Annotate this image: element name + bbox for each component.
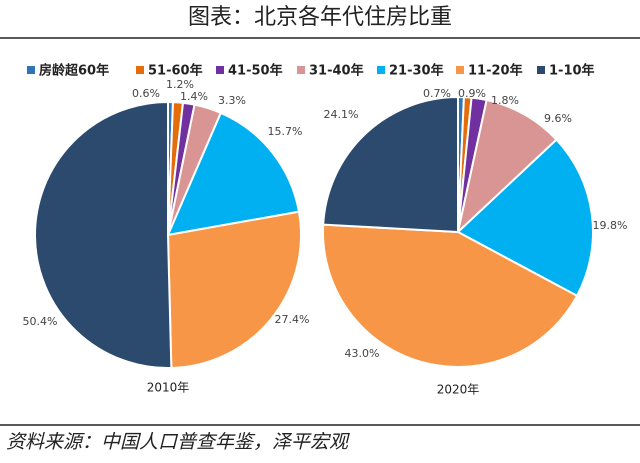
legend-swatch [297,66,305,74]
legend-swatch [377,66,385,74]
data-label: 19.8% [593,219,628,232]
pie-caption: 2010年 [147,381,190,395]
pie-slice [166,111,301,237]
data-label: 1.2% [166,78,194,91]
legend-swatch [27,66,35,74]
pie-slice [166,210,302,369]
data-label: 3.3% [218,94,246,107]
legend-label: 31-40年 [309,63,364,79]
legend-label: 41-50年 [228,63,283,79]
data-label: 27.4% [275,313,310,326]
data-label: 1.8% [491,94,519,107]
legend-label: 51-60年 [148,63,203,79]
pie-slice [34,100,173,369]
pie-slice [322,95,459,234]
data-label: 1.4% [180,90,208,103]
legend-swatch [136,66,144,74]
legend-label: 1-10年 [549,63,595,79]
data-label: 50.4% [23,315,58,328]
source: 资料来源：中国人口普查年鉴，泽平宏观 [6,431,350,453]
data-label: 0.7% [423,87,451,100]
pie-slice [322,223,579,368]
data-label: 9.6% [544,112,572,125]
legend-swatch [456,66,464,74]
legend-label: 11-20年 [468,63,523,79]
legend-label: 房龄超60年 [39,63,109,79]
legend-label: 21-30年 [389,63,444,79]
pie-caption: 2020年 [437,383,480,397]
legend-swatch [216,66,224,74]
data-label: 24.1% [324,108,359,121]
data-label: 43.0% [345,347,380,360]
title: 图表：北京各年代住房比重 [188,5,452,30]
data-label: 0.6% [132,87,160,100]
pie-slice [456,138,594,298]
data-label: 15.7% [268,125,303,138]
data-label: 0.9% [458,87,486,100]
legend-swatch [537,66,545,74]
pie-slice [456,98,558,235]
